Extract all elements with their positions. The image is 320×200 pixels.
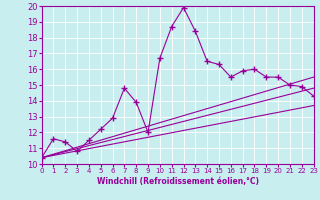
X-axis label: Windchill (Refroidissement éolien,°C): Windchill (Refroidissement éolien,°C)	[97, 177, 259, 186]
